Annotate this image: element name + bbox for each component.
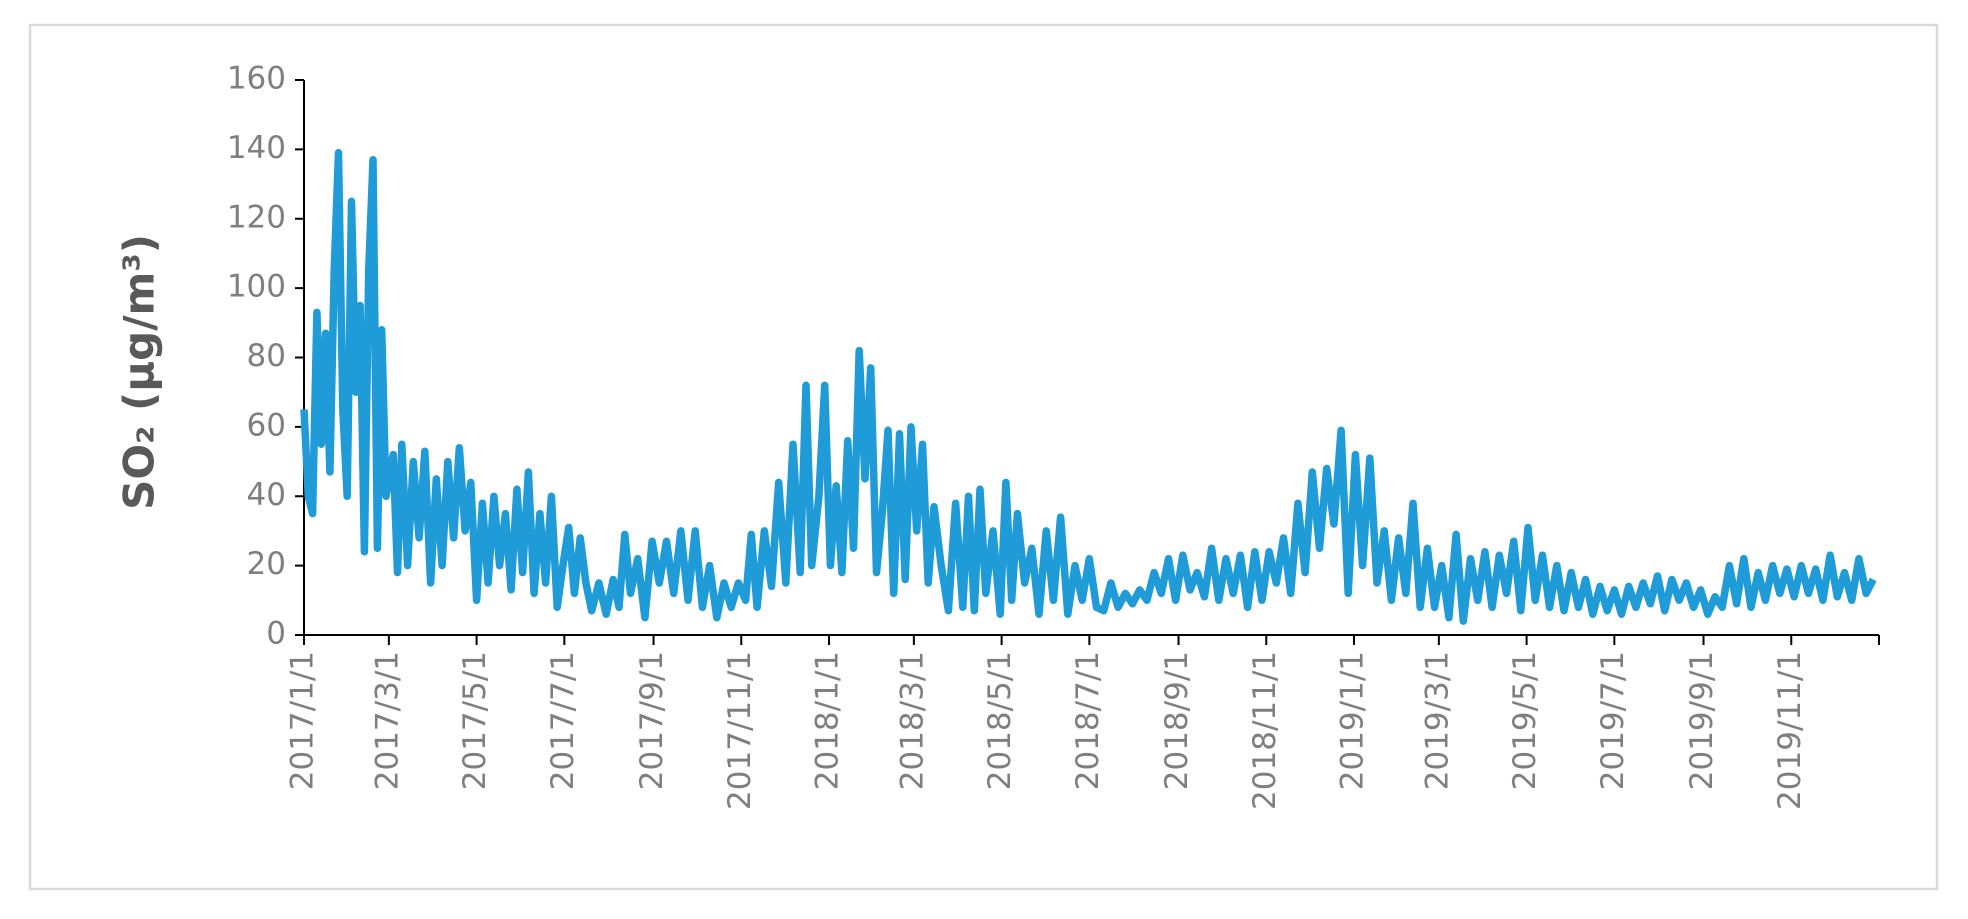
x-tick-label: 2017/7/1 xyxy=(545,651,581,790)
x-tick-label: 2019/9/1 xyxy=(1684,651,1720,790)
x-tick-label: 2019/3/1 xyxy=(1419,651,1455,790)
x-tick-label: 2018/3/1 xyxy=(894,651,930,790)
y-tick-label: 160 xyxy=(227,61,286,97)
y-tick-label: 100 xyxy=(227,269,286,305)
x-tick-label: 2019/5/1 xyxy=(1507,651,1543,790)
x-tick-label: 2017/1/1 xyxy=(285,651,321,790)
x-tick-label: 2018/11/1 xyxy=(1247,651,1283,810)
x-tick-label: 2017/3/1 xyxy=(369,651,405,790)
x-tick-label: 2018/7/1 xyxy=(1070,651,1106,790)
y-tick-label: 80 xyxy=(247,338,286,374)
x-tick-label: 2017/11/1 xyxy=(722,651,758,810)
x-tick-label: 2018/5/1 xyxy=(982,651,1018,790)
x-tick-label: 2017/9/1 xyxy=(634,651,670,790)
x-tick-label: 2018/9/1 xyxy=(1159,651,1195,790)
x-tick-label: 2019/1/1 xyxy=(1335,651,1371,790)
y-tick-label: 60 xyxy=(247,407,286,443)
y-tick-label: 140 xyxy=(227,130,286,166)
y-tick-label: 120 xyxy=(227,199,286,235)
y-axis-title: SO₂ (μg/m³) xyxy=(115,234,164,510)
data-line xyxy=(300,149,1877,625)
y-tick-label: 20 xyxy=(247,546,286,582)
x-tick-label: 2017/5/1 xyxy=(457,651,493,790)
x-tick-label: 2018/1/1 xyxy=(810,651,846,790)
y-tick-label: 0 xyxy=(266,616,286,652)
x-tick-label: 2019/11/1 xyxy=(1772,651,1808,810)
x-tick-label: 2019/7/1 xyxy=(1595,651,1631,790)
y-tick-label: 40 xyxy=(247,477,286,513)
